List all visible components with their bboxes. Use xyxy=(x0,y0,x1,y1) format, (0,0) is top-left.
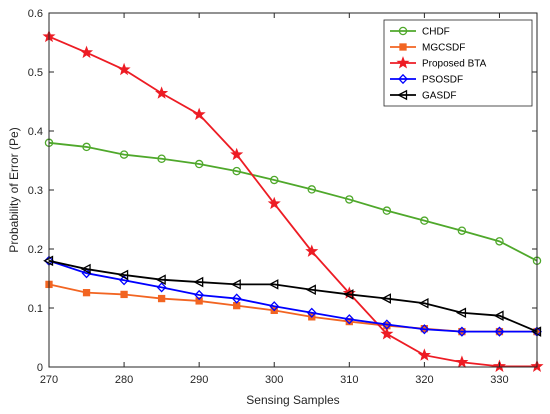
y-tick-label: 0.4 xyxy=(28,126,43,138)
y-tick-label: 0.5 xyxy=(28,67,43,79)
y-tick-label: 0.3 xyxy=(28,185,43,197)
y-axis-label: Probability of Error (Pe) xyxy=(7,127,21,252)
data-point-gasdf xyxy=(193,276,204,288)
data-point-chdf xyxy=(82,142,91,152)
data-point-psosdf xyxy=(344,314,355,325)
data-point-chdf xyxy=(457,226,467,235)
data-point-gasdf xyxy=(230,279,241,290)
data-point-proposed-bta xyxy=(117,62,131,76)
legend-label-chdf: CHDF xyxy=(422,27,450,38)
legend-label-psosdf: PSOSDF xyxy=(422,75,463,86)
data-point-psosdf xyxy=(231,293,242,304)
y-tick-label: 0 xyxy=(37,362,43,374)
data-point-proposed-bta xyxy=(455,355,469,368)
data-point-gasdf xyxy=(380,293,391,304)
data-point-chdf xyxy=(420,216,429,225)
series-line-gasdf xyxy=(48,259,538,333)
data-point-gasdf xyxy=(155,274,166,285)
series-proposed-bta xyxy=(42,29,544,372)
data-point-chdf xyxy=(307,185,317,194)
data-point-psosdf xyxy=(306,307,317,318)
series-line-proposed-bta xyxy=(48,35,537,368)
legend-marker-gasdf xyxy=(397,89,408,101)
data-point-chdf xyxy=(157,154,166,163)
legend-marker-mgcsdf xyxy=(399,43,407,51)
data-point-gasdf xyxy=(80,263,91,275)
x-tick-label: 300 xyxy=(265,374,283,386)
data-point-gasdf xyxy=(268,279,279,290)
x-tick-label: 320 xyxy=(415,374,433,386)
series-line-chdf xyxy=(48,141,538,262)
legend-marker-chdf xyxy=(398,26,408,36)
legend-label-mgcsdf: MGCSDF xyxy=(422,43,465,54)
data-point-psosdf xyxy=(194,289,205,301)
legend-marker-proposed-bta xyxy=(396,56,410,69)
data-point-chdf xyxy=(232,166,241,176)
x-tick-label: 310 xyxy=(340,374,358,386)
data-point-mgcsdf xyxy=(195,297,203,305)
data-point-psosdf xyxy=(457,326,467,337)
ticks-layer: 270 280 290 300 310 320 330 0 0.1 0.2 0.3 0.4 0.5 0.6 xyxy=(28,8,537,386)
data-point-gasdf xyxy=(418,298,429,309)
y-tick-label: 0.6 xyxy=(28,8,43,20)
series-layer xyxy=(42,29,544,372)
data-point-chdf xyxy=(269,175,279,185)
data-point-psosdf xyxy=(81,268,92,279)
data-point-psosdf xyxy=(156,282,167,293)
series-chdf xyxy=(44,138,542,266)
x-tick-label: 280 xyxy=(115,374,133,386)
data-point-gasdf xyxy=(118,269,129,281)
data-point-psosdf xyxy=(494,326,505,337)
data-point-gasdf xyxy=(305,284,316,295)
series-line-psosdf xyxy=(48,259,537,333)
data-point-proposed-bta xyxy=(417,348,431,361)
data-point-chdf xyxy=(495,237,504,246)
data-point-proposed-bta xyxy=(305,244,319,257)
x-tick-label: 270 xyxy=(40,374,58,386)
y-tick-label: 0.2 xyxy=(28,244,43,256)
data-point-gasdf xyxy=(456,307,467,318)
legend: CHDF MGCSDF Proposed BTA PSOSDF GASDF xyxy=(383,19,533,107)
data-point-gasdf xyxy=(343,289,354,300)
data-point-chdf xyxy=(194,159,204,169)
y-tick-label: 0.1 xyxy=(28,303,43,315)
legend-marker-psosdf xyxy=(398,73,408,85)
data-point-chdf xyxy=(382,206,392,215)
x-tick-label: 290 xyxy=(190,374,208,386)
data-point-proposed-bta xyxy=(380,327,394,340)
data-point-gasdf xyxy=(493,310,504,321)
data-point-mgcsdf xyxy=(157,294,166,303)
data-point-psosdf xyxy=(419,324,430,335)
data-point-psosdf xyxy=(381,319,392,330)
data-point-mgcsdf xyxy=(82,289,91,297)
data-point-proposed-bta xyxy=(80,45,94,59)
data-point-proposed-bta xyxy=(267,196,281,210)
data-point-psosdf xyxy=(269,301,280,312)
data-point-mgcsdf xyxy=(120,290,128,299)
data-point-chdf xyxy=(345,195,354,204)
legend-label-proposed-bta: Proposed BTA xyxy=(422,59,487,70)
data-point-proposed-bta xyxy=(192,107,206,121)
x-tick-label: 330 xyxy=(490,374,508,386)
data-point-chdf xyxy=(119,150,129,159)
data-point-proposed-bta xyxy=(230,147,244,161)
series-gasdf xyxy=(43,255,542,337)
data-point-proposed-bta xyxy=(155,86,169,99)
x-axis-label: Sensing Samples xyxy=(246,393,339,407)
legend-label-gasdf: GASDF xyxy=(422,91,456,102)
